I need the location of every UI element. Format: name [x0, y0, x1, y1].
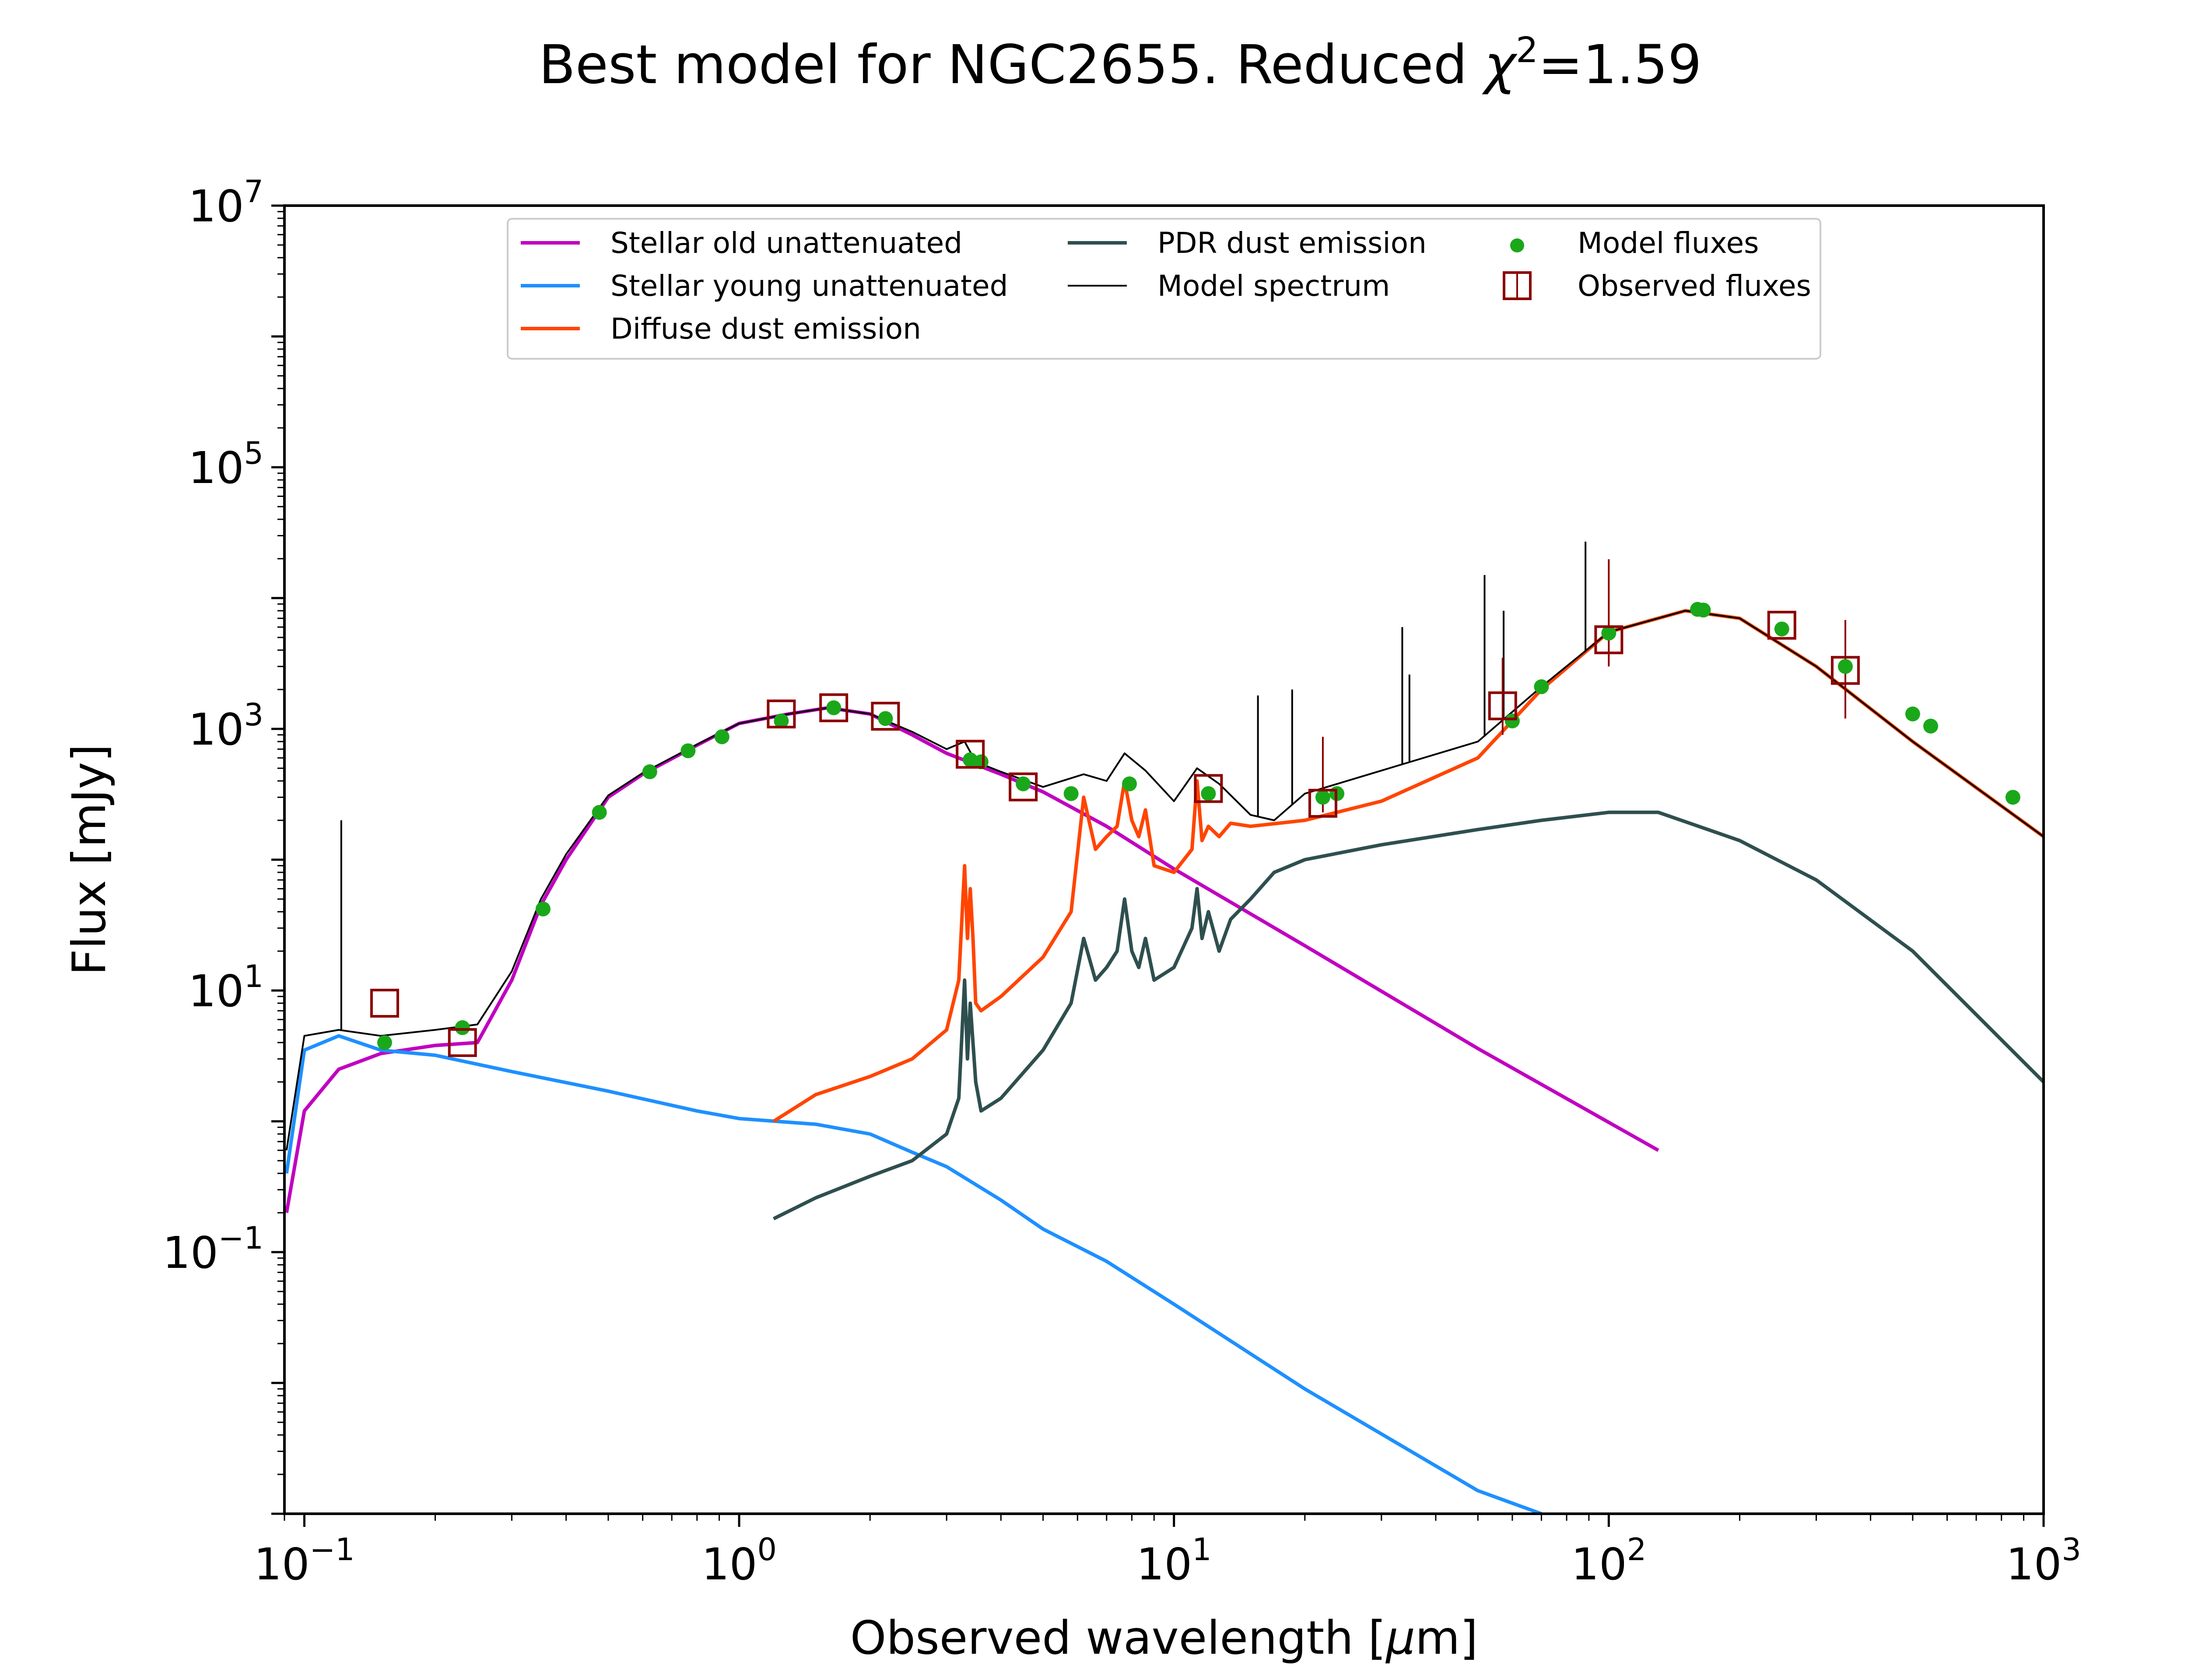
legend-entry-stellar-young-unattenuated: Stellar young unattenuated [521, 269, 1008, 303]
legend-label: Model fluxes [1578, 226, 1759, 260]
y-tick-label: 101 [188, 959, 263, 1017]
legend-entry-pdr-dust-emission: PDR dust emission [1068, 226, 1427, 260]
y-tick-label: 105 [188, 435, 263, 494]
observed-flux-point [370, 988, 399, 1018]
legend-entry-observed-fluxes: Observed fluxes [1503, 269, 1811, 303]
model-flux-point [1504, 713, 1520, 728]
model-flux-point [1315, 790, 1330, 805]
y-tick-label: 10−1 [163, 1220, 263, 1278]
model-flux-point [455, 1020, 470, 1035]
observed-flux-point [819, 693, 849, 722]
series-pdr-dust-emission [773, 810, 2044, 1221]
observed-flux-point [1594, 625, 1623, 654]
legend-box [507, 218, 1821, 360]
x-axis-label: Observed wavelength [μm] [850, 1611, 1478, 1665]
observed-flux-point [1767, 611, 1796, 640]
legend-swatch [1510, 238, 1524, 252]
legend-label: Stellar old unattenuated [610, 226, 962, 260]
model-flux-point [535, 901, 551, 917]
model-flux-point [1923, 718, 1939, 734]
model-flux-point [642, 764, 657, 780]
series-stellar-young-unattenuated [284, 1034, 1542, 1514]
legend-entry-model-spectrum: Model spectrum [1068, 269, 1390, 303]
x-tick-label: 10−1 [254, 1532, 354, 1590]
markers-layer [370, 559, 2020, 1057]
model-flux-point [1016, 776, 1031, 791]
legend-label: PDR dust emission [1157, 226, 1427, 260]
model-flux-point [377, 1035, 392, 1050]
model-flux-point [1837, 659, 1853, 674]
model-flux-point [1201, 786, 1216, 801]
model-flux-point [1905, 706, 1920, 721]
observed-flux-point [956, 739, 985, 769]
legend-label: Observed fluxes [1578, 269, 1811, 303]
legend: Stellar old unattenuated Stellar young un… [507, 218, 1821, 360]
y-tick-label: 103 [188, 697, 263, 755]
observed-flux-point [448, 1028, 477, 1057]
x-tick-label: 100 [701, 1532, 777, 1590]
observed-flux-point [871, 702, 900, 731]
model-flux-point [878, 711, 893, 726]
legend-label: Diffuse dust emission [610, 312, 921, 346]
model-flux-point [1774, 621, 1789, 637]
model-flux-point [1063, 786, 1079, 801]
legend-entry-stellar-old-unattenuated: Stellar old unattenuated [521, 226, 962, 260]
x-tick-label: 103 [2006, 1532, 2081, 1590]
observed-flux-point [1194, 774, 1223, 803]
x-tick-label: 102 [1571, 1532, 1646, 1590]
model-flux-point [826, 700, 842, 715]
y-tick-label: 107 [188, 174, 263, 232]
model-flux-point [774, 713, 789, 728]
chart-title: Best model for NGC2655. Reduced χ2=1.59 [539, 30, 1702, 96]
model-flux-point [1534, 679, 1549, 694]
legend-entry-diffuse-dust-emission: Diffuse dust emission [521, 312, 921, 346]
observed-flux-point [1009, 772, 1038, 802]
observed-flux-point [1488, 691, 1517, 721]
legend-entry-model-fluxes: Model fluxes [1510, 226, 1759, 260]
model-flux-point [714, 729, 729, 745]
observed-flux-point [1830, 656, 1860, 685]
model-flux-point [1696, 602, 1711, 618]
model-flux-point [973, 754, 989, 770]
observed-flux-point [1308, 789, 1337, 818]
legend-label: Stellar young unattenuated [610, 269, 1008, 303]
model-flux-point [592, 805, 607, 820]
y-axis-label: Flux [mJy] [63, 744, 116, 976]
model-flux-point [680, 743, 696, 759]
series-diffuse-dust-emission [772, 609, 2044, 1123]
series-model-spectrum [285, 610, 2044, 1151]
model-flux-point [1601, 626, 1616, 641]
legend-label: Model spectrum [1157, 269, 1390, 303]
model-flux-point [2005, 790, 2020, 805]
model-flux-point [1122, 776, 1137, 791]
series-layer [284, 542, 2044, 1514]
ticks-layer: 10−1 100 101 102 103 10−1 101 103 105 107 [163, 174, 2081, 1590]
observed-flux-point [767, 699, 796, 728]
x-tick-label: 101 [1136, 1532, 1212, 1590]
